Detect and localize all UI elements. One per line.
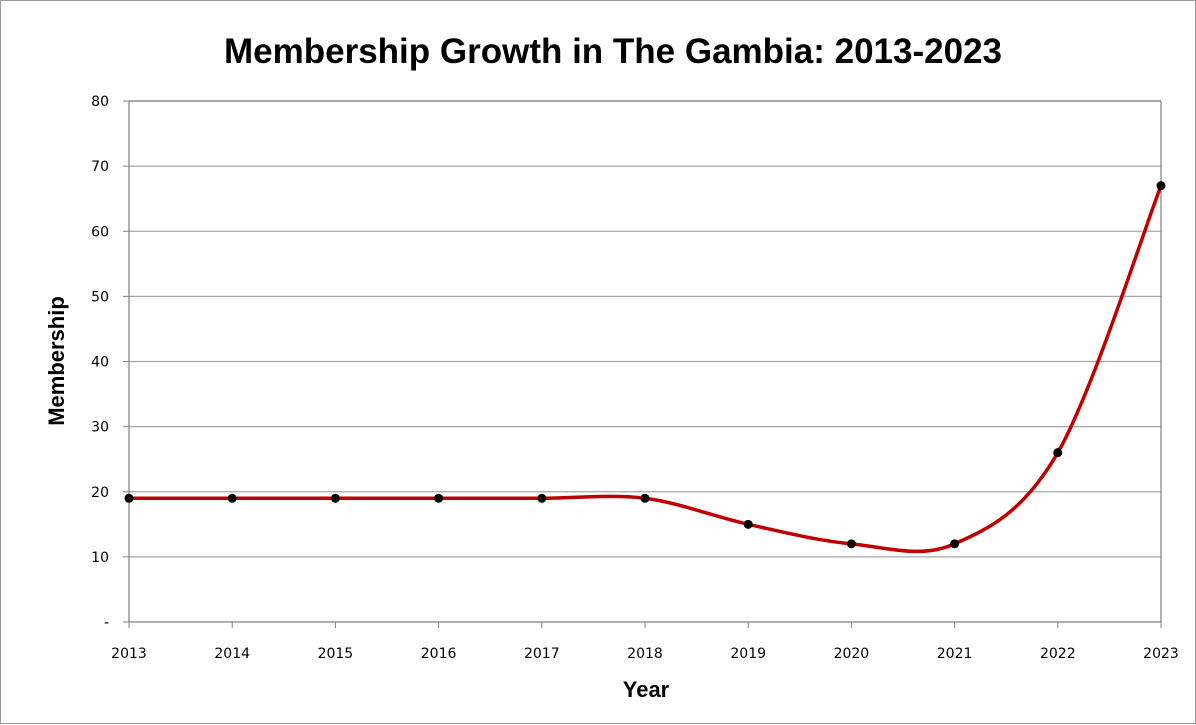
x-tick-label: 2015 bbox=[318, 646, 354, 662]
data-point-2016 bbox=[434, 493, 444, 503]
data-point-2013 bbox=[124, 493, 134, 503]
y-tick-label: 20 bbox=[91, 485, 109, 501]
y-tick-label: - bbox=[104, 615, 109, 631]
data-point-2022 bbox=[1053, 448, 1063, 458]
y-axis-ticks: - 10 20 30 40 50 60 70 80 bbox=[91, 94, 129, 631]
y-tick-label: 30 bbox=[91, 420, 109, 436]
data-point-2021 bbox=[950, 539, 960, 549]
series-line-0 bbox=[127, 183, 1163, 554]
x-tick-label: 2017 bbox=[524, 646, 560, 662]
data-points bbox=[124, 181, 1166, 549]
data-point-2014 bbox=[227, 493, 237, 503]
x-tick-label: 2019 bbox=[730, 646, 766, 662]
y-tick-label: 50 bbox=[91, 289, 109, 305]
data-point-2020 bbox=[846, 539, 856, 549]
series-layer bbox=[127, 183, 1163, 554]
x-tick-label: 2016 bbox=[421, 646, 457, 662]
y-tick-label: 60 bbox=[91, 224, 109, 240]
data-point-2019 bbox=[743, 519, 753, 529]
y-tick-label: 70 bbox=[91, 159, 109, 175]
data-point-2017 bbox=[537, 493, 547, 503]
data-point-2023 bbox=[1156, 181, 1166, 191]
data-point-2018 bbox=[640, 493, 650, 503]
x-tick-label: 2013 bbox=[111, 646, 147, 662]
x-tick-label: 2023 bbox=[1143, 646, 1179, 662]
x-tick-label: 2018 bbox=[627, 646, 663, 662]
chart-title: Membership Growth in The Gambia: 2013-20… bbox=[224, 32, 1002, 71]
x-axis-ticks: 2013 2014 2015 2016 2017 2018 2019 2020 2021 2022… bbox=[111, 622, 1179, 662]
y-tick-label: 10 bbox=[91, 550, 109, 566]
x-tick-label: 2021 bbox=[937, 646, 973, 662]
x-tick-label: 2014 bbox=[214, 646, 250, 662]
x-tick-label: 2020 bbox=[834, 646, 870, 662]
data-point-2015 bbox=[330, 493, 340, 503]
gridlines bbox=[129, 100, 1161, 558]
y-tick-label: 80 bbox=[91, 94, 109, 110]
y-axis-title: Membership bbox=[44, 296, 69, 426]
y-tick-label: 40 bbox=[91, 355, 109, 371]
x-axis-title: Year bbox=[623, 677, 670, 702]
x-tick-label: 2022 bbox=[1040, 646, 1076, 662]
